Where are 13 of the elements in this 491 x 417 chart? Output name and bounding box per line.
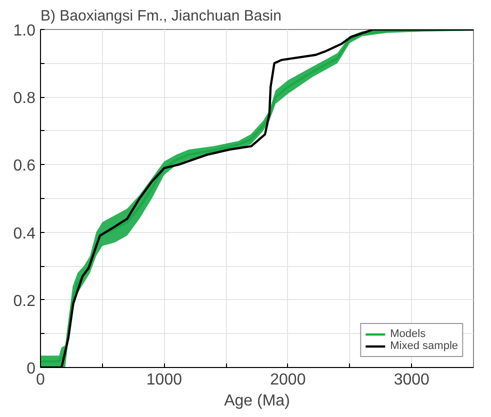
y-tick-label: 0.6: [13, 158, 36, 175]
legend-label: Mixed sample: [390, 340, 458, 352]
y-tick-label: 0: [26, 360, 36, 378]
y-tick-label: 1.0: [13, 22, 36, 40]
y-tick-label: 0.2: [13, 292, 36, 310]
legend-label: Models: [390, 328, 426, 340]
x-tick-label: 1000: [146, 372, 182, 388]
chart-title: B) Baoxiangsi Fm., Jianchuan Basin: [40, 8, 282, 24]
y-tick-label: 0.8: [13, 90, 36, 108]
x-tick-label: 2000: [270, 372, 306, 388]
x-axis-title: Age (Ma): [224, 392, 290, 410]
x-tick-label: 3000: [394, 372, 430, 388]
y-tick-label: 0.4: [13, 225, 36, 242]
